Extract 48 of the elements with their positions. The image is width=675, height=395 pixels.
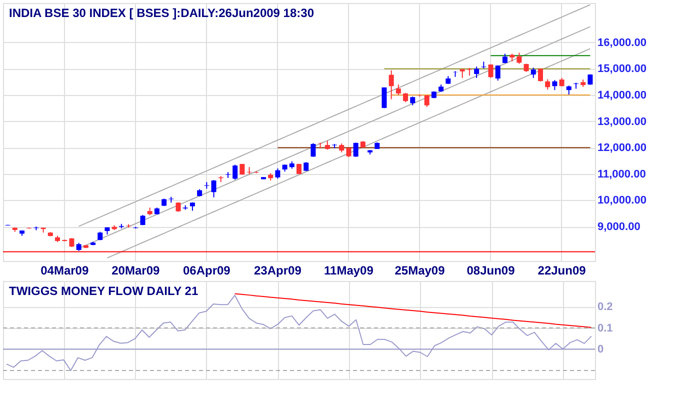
candlestick [495, 64, 500, 82]
candlestick [481, 61, 486, 69]
y-tick-label: 9,000.00 [598, 221, 640, 234]
y-tick-label: 15,000.00 [598, 63, 646, 76]
candlestick [424, 94, 430, 108]
x-tick-label: 11May09 [324, 264, 374, 278]
candlestick [574, 82, 578, 90]
candlestick [275, 168, 280, 180]
y-tick-label: 0 [598, 344, 604, 356]
candlestick [225, 172, 230, 178]
candlestick [538, 68, 543, 82]
x-tick-label: 08Jun09 [466, 264, 516, 278]
y-tick-label: 12,000.00 [598, 142, 646, 154]
candlestick [211, 179, 216, 198]
candlestick [346, 147, 352, 158]
line-series [234, 293, 592, 328]
candlestick [246, 166, 252, 175]
y-tick-label: 14,000.00 [598, 90, 646, 102]
x-tick-label: 23Apr09 [254, 264, 302, 278]
x-tick-label: 20Mar09 [112, 264, 160, 278]
candlestick [530, 67, 536, 78]
candlestick [466, 67, 472, 76]
y-tick-label: 0.1 [598, 322, 613, 334]
candlestick [396, 84, 401, 96]
candlestick [204, 182, 210, 190]
candlestick [516, 52, 522, 64]
x-tick-label: 22Jun09 [538, 264, 586, 278]
candlestick [388, 70, 394, 100]
x-tick-label: 06Apr09 [182, 264, 231, 278]
chart-title: INDIA BSE 30 INDEX [ BSES ]:DAILY:26Jun2009 18:30 [9, 6, 314, 20]
candlestick [488, 64, 494, 78]
x-tick-label: 25May09 [394, 264, 446, 278]
candlestick [474, 66, 480, 78]
y-tick-label: 16,000.00 [598, 36, 646, 49]
line-series [6, 294, 592, 371]
candlestick [552, 80, 558, 91]
y-tick-label: 13,000.00 [598, 116, 646, 128]
x-tick-label: 04Mar09 [40, 264, 89, 278]
y-tick-label: 11,000.00 [598, 168, 646, 180]
y-tick-label: 0.2 [598, 301, 613, 314]
candlestick [353, 142, 358, 158]
y-tick-label: 10,000.00 [598, 194, 646, 207]
candlestick [403, 92, 408, 103]
chart-title: TWIGGS MONEY FLOW DAILY 21 [9, 284, 198, 298]
candlestick [232, 164, 238, 180]
candlestick [310, 142, 316, 158]
candlestick [545, 78, 550, 90]
line-series [106, 48, 591, 258]
